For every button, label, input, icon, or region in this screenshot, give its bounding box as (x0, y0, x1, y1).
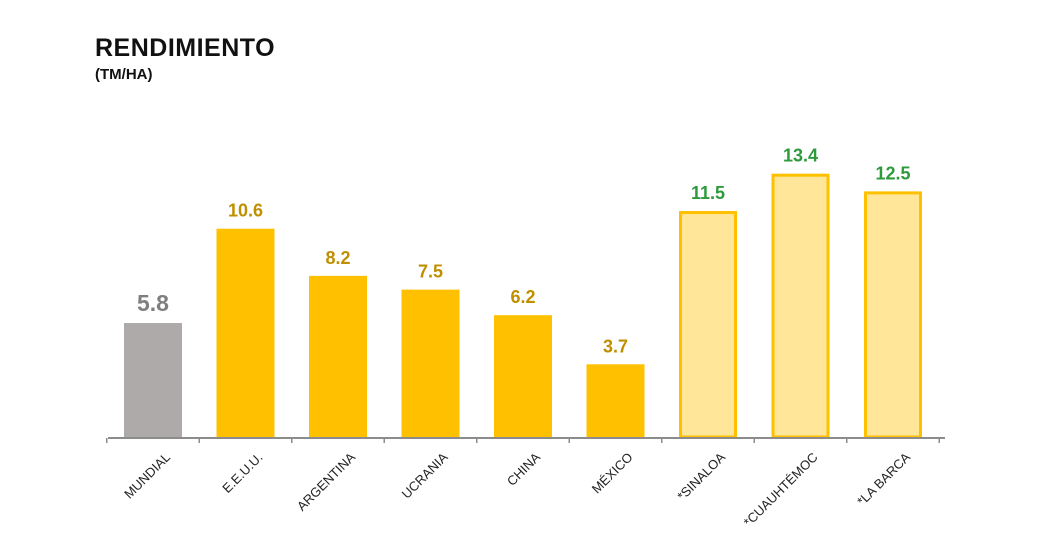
chart-title: RENDIMIENTO (95, 34, 276, 62)
category-label-mundial: MUNDIAL (121, 450, 173, 502)
bar-china (494, 315, 552, 437)
value-label-cuauht-moc: 13.4 (783, 146, 818, 166)
category-label-ucrania: UCRANIA (399, 449, 451, 501)
bar-la-barca (864, 191, 922, 439)
value-labels-group: 5.8 10.6 8.2 7.5 6.2 3.7 11.5 13.4 12.5 (137, 146, 911, 357)
x-axis-ticks-group (106, 438, 940, 443)
category-label-argentina: ARGENTINA (294, 449, 358, 513)
bar-e-e-u-u (216, 228, 275, 437)
category-label-cuauht-moc: *CUAUHTÉMOC (741, 450, 821, 530)
value-label-m-xico: 3.7 (603, 336, 628, 356)
value-label-mundial: 5.8 (137, 290, 169, 316)
value-label-sinaloa: 11.5 (691, 183, 725, 203)
bar-ucrania (401, 289, 460, 437)
bar-argentina (309, 275, 367, 437)
bar-sinaloa (679, 211, 737, 439)
bar-cuauht-moc (771, 173, 830, 439)
category-labels-group: MUNDIAL E.E.U.U. ARGENTINA UCRANIA CHINA MÉXI… (121, 449, 913, 529)
category-label-sinaloa: *SINALOA (674, 449, 728, 503)
bars-group (124, 173, 922, 439)
value-label-e-e-u-u: 10.6 (228, 201, 263, 221)
bar-mundial (124, 323, 182, 437)
category-label-la-barca: *LA BARCA (854, 449, 913, 508)
value-label-ucrania: 7.5 (418, 262, 443, 282)
value-label-china: 6.2 (510, 287, 535, 307)
value-label-la-barca: 12.5 (875, 163, 910, 183)
category-label-e-e-u-u: E.E.U.U. (219, 450, 265, 496)
chart-subtitle: (TM/HA) (95, 66, 153, 83)
value-label-argentina: 8.2 (325, 248, 350, 268)
category-label-china: CHINA (504, 449, 543, 488)
bar-m-xico (586, 364, 645, 437)
category-label-m-xico: MÉXICO (589, 450, 636, 497)
